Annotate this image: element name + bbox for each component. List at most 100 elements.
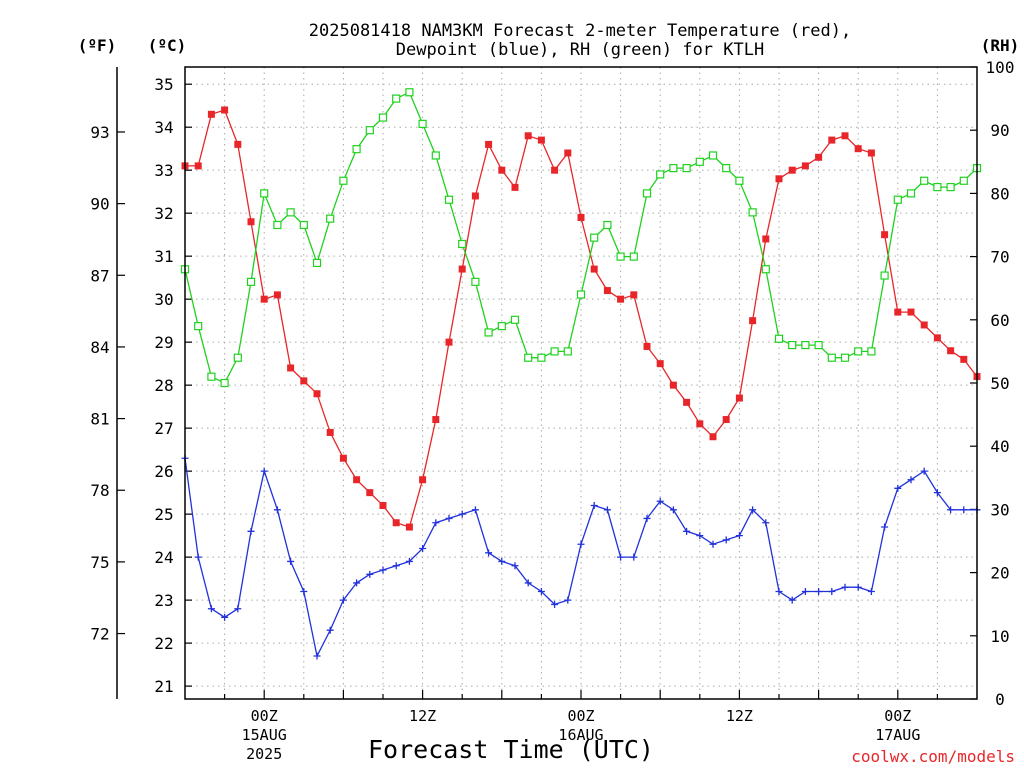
dewpoint-point	[485, 549, 493, 557]
celsius-tick-label: 21	[154, 677, 173, 696]
2-meter-temperature-point	[947, 347, 955, 355]
rh-point	[563, 347, 572, 356]
2-meter-temperature-point	[775, 175, 783, 183]
rh-point	[590, 233, 599, 242]
rh-axis-unit: (RH)	[981, 36, 1020, 55]
2-meter-temperature-point	[630, 291, 638, 299]
2-meter-temperature-point	[881, 231, 889, 239]
dewpoint-point	[405, 557, 413, 565]
fahrenheit-tick-label: 93	[90, 123, 109, 142]
dewpoint-point	[815, 588, 823, 596]
2-meter-temperature-point	[498, 166, 506, 174]
2-meter-temperature-point	[419, 476, 427, 484]
rh-point	[458, 239, 467, 249]
rh-point	[603, 220, 612, 230]
dewpoint-point	[841, 583, 849, 591]
rh-point	[827, 353, 836, 362]
celsius-tick-label: 24	[154, 548, 173, 567]
dewpoint-point	[656, 497, 664, 505]
2-meter-temperature-point	[828, 136, 836, 144]
rh-series	[180, 88, 982, 388]
rh-point	[497, 322, 506, 331]
rh-point	[405, 88, 414, 97]
dewpoint-point	[537, 588, 545, 596]
rh-tick-label: 70	[990, 248, 1009, 267]
2-meter-temperature-series	[181, 106, 981, 531]
rh-point	[854, 347, 863, 356]
rh-point	[722, 164, 731, 173]
2-meter-temperature-point	[339, 454, 347, 462]
celsius-tick-label: 32	[154, 204, 173, 223]
rh-point	[286, 208, 295, 217]
dewpoint-point	[920, 467, 928, 475]
x-tick-date-label: 16AUG	[558, 726, 603, 744]
dewpoint-point	[735, 532, 743, 540]
2-meter-temperature-point	[379, 502, 387, 510]
rh-point	[880, 271, 889, 280]
2-meter-temperature-point	[234, 140, 242, 148]
2-meter-temperature-point	[432, 416, 440, 424]
2-meter-temperature-point	[762, 235, 770, 243]
2-meter-temperature-point	[445, 338, 453, 346]
dewpoint-point	[828, 588, 836, 596]
celsius-tick-label: 23	[154, 591, 173, 610]
2-meter-temperature-point	[841, 132, 849, 140]
dewpoint-point	[379, 566, 387, 574]
2-meter-temperature-point	[273, 291, 281, 299]
rh-point	[220, 378, 229, 388]
dewpoint-point	[273, 506, 281, 514]
dewpoint-point	[881, 523, 889, 531]
dewpoint-point	[432, 519, 440, 527]
dewpoint-point	[247, 527, 255, 535]
2-meter-temperature-point	[366, 489, 374, 497]
dewpoint-point	[366, 570, 374, 578]
rh-point	[326, 214, 335, 223]
rh-point	[893, 195, 902, 204]
rh-point	[537, 353, 546, 362]
rh-tick-label: 40	[990, 437, 1009, 456]
fahrenheit-tick-label: 90	[90, 195, 109, 214]
rh-point	[524, 353, 533, 362]
2-meter-temperature-point	[524, 132, 532, 140]
dewpoint-point	[551, 600, 559, 608]
rh-point	[788, 340, 797, 350]
celsius-axis: 21 22 23 24 25 26 27 28 29 30 31 32 33 34 35	[154, 75, 192, 696]
rh-point	[392, 94, 401, 103]
celsius-tick-label: 28	[154, 376, 173, 395]
rh-point	[444, 195, 454, 204]
fahrenheit-axis: 72 75 78 81 84 87 90 93	[90, 67, 125, 699]
2-meter-temperature-point	[590, 265, 598, 273]
2-meter-temperature-point	[735, 394, 743, 402]
chart-title-line2: Dewpoint (blue), RH (green) for KTLH	[396, 40, 764, 60]
rh-point	[629, 252, 638, 261]
2-meter-temperature-point	[749, 317, 757, 325]
dewpoint-point	[445, 514, 453, 522]
rh-point	[484, 328, 493, 337]
celsius-tick-label: 27	[154, 419, 173, 438]
2-meter-temperature-point	[709, 433, 717, 441]
2-meter-temperature-point	[511, 183, 519, 191]
2-meter-temperature-point	[867, 149, 875, 157]
dewpoint-point	[683, 527, 691, 535]
x-tick-label: 12Z	[409, 707, 436, 725]
2-meter-temperature-point	[696, 420, 704, 428]
rh-point	[656, 170, 665, 179]
celsius-tick-label: 35	[154, 75, 173, 94]
dewpoint-point	[207, 605, 215, 613]
dewpoint-point	[326, 626, 334, 634]
dewpoint-point	[471, 506, 479, 514]
x-tick-label: 00Z	[884, 707, 911, 725]
2-meter-temperature-point	[537, 136, 545, 144]
2-meter-temperature-point	[405, 523, 413, 531]
dewpoint-point	[313, 652, 321, 660]
fahrenheit-tick-label: 75	[90, 553, 109, 572]
2-meter-temperature-point	[485, 140, 493, 148]
rh-point	[550, 347, 559, 356]
rh-tick-label: 30	[990, 500, 1009, 519]
2-meter-temperature-point	[221, 106, 229, 114]
rh-point	[576, 290, 586, 299]
dewpoint-point	[392, 562, 400, 570]
rh-point	[682, 164, 691, 173]
fahrenheit-tick-label: 84	[90, 338, 109, 357]
2-meter-temperature-point	[326, 428, 334, 436]
